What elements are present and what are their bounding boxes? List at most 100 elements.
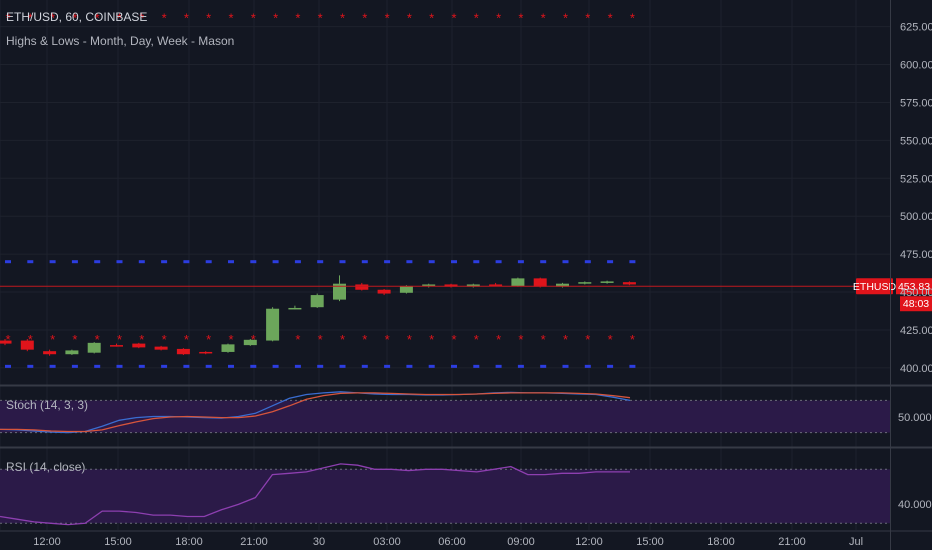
series-line-rsi[interactable] [0, 463, 630, 526]
level-dash-marker [361, 260, 368, 264]
candle-body[interactable] [132, 343, 146, 348]
countdown-tag-label: 48:03 [903, 298, 929, 310]
last-price-line: ETHUSD 453.83 48:03 [0, 278, 932, 312]
candle-body[interactable] [489, 284, 503, 286]
candle-body[interactable] [333, 283, 346, 300]
level-star-marker: * [184, 11, 189, 26]
level-dash-marker [540, 364, 547, 368]
level-dash-marker [451, 364, 457, 368]
level-dash-marker [406, 364, 413, 368]
level-star-marker: * [563, 332, 568, 347]
level-dash-marker [94, 364, 101, 368]
level-star-marker: * [385, 11, 390, 26]
oscillator-axis-label: 40.0000 [898, 499, 932, 511]
level-dash-marker [473, 260, 480, 264]
level-star-marker: * [451, 11, 456, 26]
candle-body[interactable] [422, 284, 436, 286]
time-tick-label: 15:00 [636, 536, 664, 548]
rsi-title[interactable]: RSI (14, close) [6, 460, 85, 474]
time-tick-label: 12:00 [33, 536, 61, 548]
level-dash-marker [27, 260, 34, 264]
level-dash-marker [116, 364, 123, 368]
series-line-d[interactable] [0, 392, 631, 433]
level-dash-marker [49, 364, 56, 368]
level-dash-marker [138, 364, 145, 368]
candle-body[interactable] [466, 284, 480, 287]
candle-body[interactable] [399, 285, 413, 293]
stoch-title[interactable]: Stoch (14, 3, 3) [6, 398, 88, 412]
price-tick-label: 500.000 [900, 211, 932, 223]
level-dash-marker [250, 260, 257, 264]
candle-body[interactable] [355, 284, 369, 290]
candle-body[interactable] [622, 282, 636, 285]
price-tick-label: 425.000 [900, 325, 932, 337]
level-star-marker: * [630, 332, 635, 347]
time-tick-label: 03:00 [373, 536, 401, 548]
candlestick-series[interactable] [0, 275, 636, 356]
level-dash-marker [473, 364, 480, 368]
time-tick-label: 18:00 [175, 536, 203, 548]
candle-body[interactable] [87, 342, 101, 353]
level-star-marker: * [541, 332, 546, 347]
level-dash-marker [294, 364, 301, 368]
candle-body[interactable] [310, 295, 324, 308]
level-dash-marker [629, 364, 636, 368]
symbol-title[interactable]: ETH/USD, 60, COINBASE [6, 10, 147, 24]
symbol-tag-label: ETHUSD [853, 281, 897, 293]
reference-levels: * * * * * * * * * * * * * * * * * * * * * * * * * * * * * * * * * * * * * * * *… [5, 11, 636, 368]
level-star-marker: * [362, 332, 367, 347]
candle-body[interactable] [511, 278, 525, 286]
level-dash-marker [183, 260, 190, 264]
candle-body[interactable] [444, 284, 458, 287]
candle-body[interactable] [600, 281, 614, 283]
level-dash-marker [517, 364, 524, 368]
grid-lines [0, 0, 890, 530]
time-tick-label: 21:00 [240, 536, 268, 548]
level-star-marker: * [72, 332, 77, 347]
level-star-marker: * [5, 332, 10, 347]
candle-body[interactable] [110, 345, 123, 347]
candle-body[interactable] [20, 340, 34, 350]
level-dash-marker [584, 260, 591, 264]
candle-body[interactable] [65, 350, 79, 355]
candle-body[interactable] [154, 346, 168, 350]
price-tick-label: 550.000 [900, 135, 932, 147]
level-star-marker: * [407, 11, 412, 26]
level-dash-marker [138, 260, 145, 264]
countdown-tag-box [900, 296, 932, 312]
candle-body[interactable] [0, 340, 12, 344]
rsi-pane[interactable]: 40.0000 [0, 463, 932, 526]
indicator-title[interactable]: Highs & Lows - Month, Day, Week - Mason [6, 34, 234, 48]
level-star-marker: * [139, 11, 144, 26]
time-axis[interactable]: 12:00 15:00 18:00 21:00 30 03:00 06:00 09:00 12:… [33, 536, 863, 548]
candle-body[interactable] [266, 308, 280, 341]
level-star-marker: * [117, 11, 122, 26]
candle-body[interactable] [288, 307, 302, 310]
candle-body[interactable] [377, 289, 391, 294]
level-star-marker: * [474, 332, 479, 347]
level-dash-marker [495, 260, 502, 264]
oscillator-band [0, 469, 890, 524]
candle-body[interactable] [221, 344, 235, 352]
candle-body[interactable] [556, 283, 569, 287]
stoch-pane[interactable]: 50.0000 [0, 391, 932, 434]
level-dash-marker [406, 260, 413, 264]
level-star-marker: * [50, 11, 55, 26]
oscillator-band [0, 400, 890, 433]
level-dash-marker [317, 260, 324, 264]
level-star-marker: * [340, 11, 345, 26]
candle-body[interactable] [578, 282, 592, 284]
price-tick-label: 400.000 [900, 363, 932, 375]
candle-body[interactable] [43, 351, 57, 355]
level-dash-marker [5, 260, 11, 264]
candle-body[interactable] [176, 348, 190, 355]
price-axis[interactable]: 625.000 600.000 575.000 550.000 525.000 500.0… [900, 22, 932, 375]
candle-body[interactable] [199, 351, 213, 354]
level-star-marker: * [541, 11, 546, 26]
level-star-marker: * [251, 332, 256, 347]
candle-body[interactable] [243, 339, 257, 346]
candle-body[interactable] [533, 278, 547, 287]
